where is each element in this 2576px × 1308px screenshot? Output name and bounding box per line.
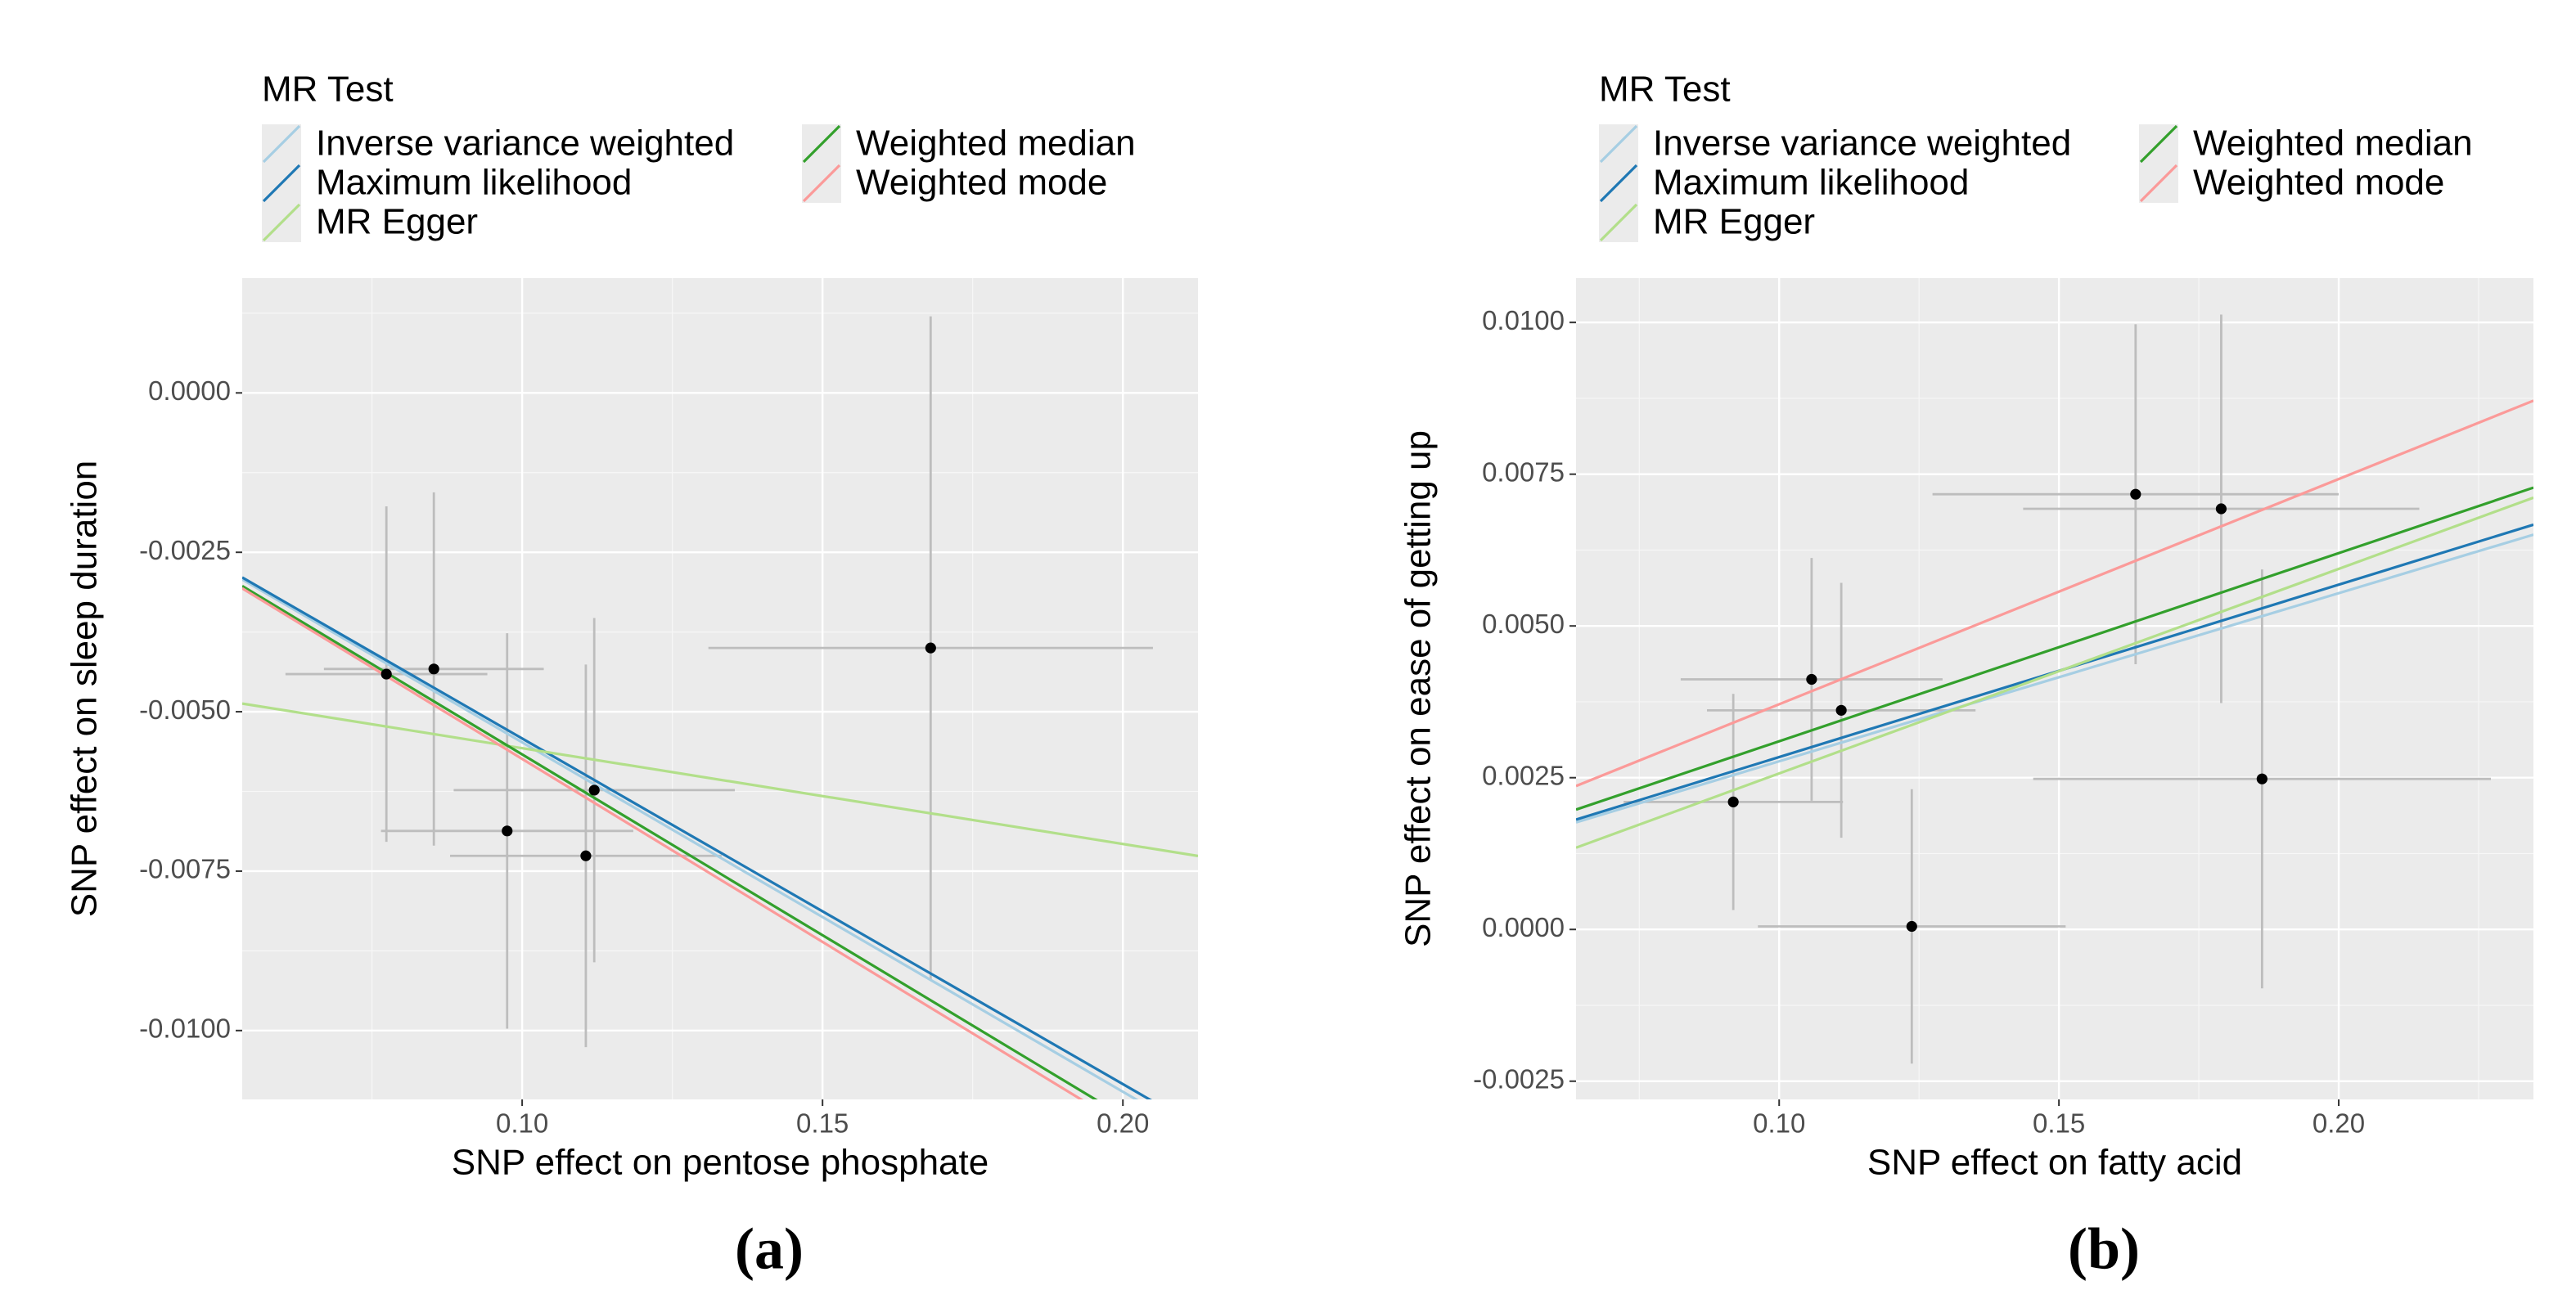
point — [2256, 773, 2268, 784]
legend-label: Inverse variance weighted — [1653, 124, 2071, 164]
caption: (b) — [2068, 1216, 2140, 1282]
x-tick-label: 0.15 — [796, 1108, 849, 1139]
legend-title: MR Test — [262, 70, 394, 110]
point — [502, 825, 513, 837]
x-tick-label: 0.10 — [1753, 1108, 1805, 1139]
legend-key — [802, 164, 841, 203]
plot-contents — [242, 316, 1198, 1099]
legend-label: Inverse variance weighted — [316, 124, 734, 164]
y-tick-label: 0.0075 — [1482, 456, 1565, 487]
legend-label: MR Egger — [1653, 202, 1815, 242]
legend-label: Weighted mode — [2193, 163, 2444, 203]
legend-key — [2139, 164, 2178, 203]
point — [2215, 503, 2227, 515]
y-tick-label: -0.0025 — [1473, 1063, 1565, 1094]
x-tick-label: 0.10 — [496, 1108, 548, 1139]
y-tick-label: 0.0050 — [1482, 609, 1565, 639]
legend-label: Weighted median — [856, 124, 1136, 164]
x-axis-label: SNP effect on pentose phosphate — [452, 1143, 989, 1183]
plot-background — [242, 278, 1198, 1099]
point — [2130, 488, 2141, 500]
y-tick-label: -0.0025 — [139, 535, 231, 565]
y-tick-label: -0.0075 — [139, 854, 231, 884]
regression-line — [1576, 486, 2533, 811]
regression-line — [242, 587, 1084, 1099]
regression-line — [242, 702, 1198, 857]
legend-label: Maximum likelihood — [1653, 163, 1969, 203]
legend-label: Weighted median — [2193, 124, 2473, 164]
point — [588, 784, 600, 796]
y-axis-label: SNP effect on ease of getting up — [1398, 430, 1439, 947]
regression-line — [1576, 496, 2533, 849]
point — [1806, 673, 1817, 685]
y-tick-label: 0.0025 — [1482, 760, 1565, 790]
panel: 0.0100 0.0075 0.0050 0.0025 0.0000 -0.0025 0.1… — [1398, 70, 2533, 1282]
point — [1906, 920, 1917, 933]
legend-label: MR Egger — [316, 202, 478, 242]
legend-key — [1599, 164, 1638, 203]
point — [1835, 704, 1847, 716]
x-tick-label: 0.15 — [2033, 1108, 2085, 1139]
legend-label: Maximum likelihood — [316, 163, 632, 203]
y-tick-label: -0.0050 — [139, 694, 231, 725]
y-axis-label: SNP effect on sleep duration — [65, 461, 105, 918]
y-tick-label: 0.0000 — [1482, 912, 1565, 942]
regression-line — [242, 578, 1139, 1099]
regression-line — [1576, 399, 2533, 788]
point — [580, 850, 592, 861]
point — [925, 642, 936, 654]
caption: (a) — [735, 1216, 804, 1282]
legend: MR Test Inverse variance weightedMaximum … — [1599, 70, 2473, 242]
regression-line — [242, 576, 1152, 1099]
legend-key — [1599, 203, 1638, 242]
legend-key — [262, 124, 301, 164]
legend-key — [262, 164, 301, 203]
x-tick-label: 0.20 — [2313, 1108, 2365, 1139]
x-tick-label: 0.20 — [1097, 1108, 1149, 1139]
panel: 0.0000 -0.0025 -0.0050 -0.0075 -0.0100 0.10 0.… — [65, 70, 1198, 1282]
legend: MR Test Inverse variance weightedMaximum … — [262, 70, 1136, 242]
regression-line — [242, 584, 1098, 1099]
legend-key — [2139, 124, 2178, 164]
legend-title: MR Test — [1599, 70, 1731, 110]
legend-label: Weighted mode — [856, 163, 1107, 203]
point — [428, 663, 439, 675]
y-tick-label: -0.0100 — [139, 1014, 231, 1044]
plot-background — [1576, 278, 2533, 1099]
legend-key — [1599, 124, 1638, 164]
plot-contents — [1576, 314, 2533, 1064]
point — [381, 668, 392, 680]
regression-line — [1576, 533, 2533, 824]
legend-key — [262, 203, 301, 242]
point — [1727, 796, 1739, 807]
y-tick-label: 0.0000 — [148, 375, 231, 406]
x-axis-label: SNP effect on fatty acid — [1867, 1143, 2242, 1183]
legend-key — [802, 124, 841, 164]
y-tick-label: 0.0100 — [1482, 305, 1565, 335]
